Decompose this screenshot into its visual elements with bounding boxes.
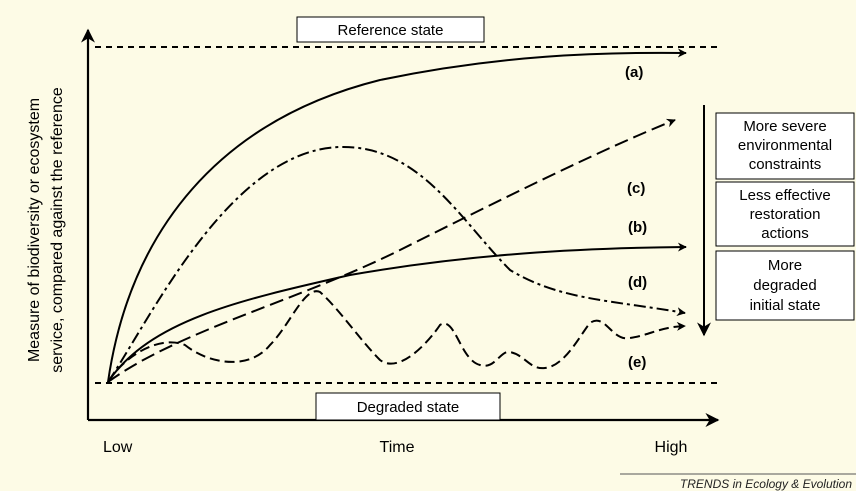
x-axis-low-label: Low — [103, 439, 133, 456]
reference-state-box — [296, 16, 485, 43]
reference-state-label: Reference state — [338, 22, 444, 39]
source-credit: TRENDS in Ecology & Evolution — [680, 477, 852, 491]
factor-3-line-3: initial state — [750, 297, 821, 314]
curve-a-label: (a) — [625, 64, 643, 81]
factor-3-line-1: More — [768, 257, 802, 274]
factor-2-line-1: Less effective — [739, 187, 830, 204]
factor-2-line-3: actions — [761, 225, 809, 242]
curve-b-label: (b) — [628, 219, 647, 236]
factor-box-constraints: More severe environmental constraints — [715, 112, 855, 180]
curve-d — [107, 145, 686, 383]
factor-box-restoration: Less effective restoration actions — [715, 181, 855, 247]
x-axis-high-label: High — [655, 439, 688, 456]
factor-1-line-2: environmental — [738, 137, 832, 154]
curve-c — [107, 118, 676, 383]
curve-a — [107, 48, 687, 383]
factor-1-line-3: constraints — [749, 156, 822, 173]
factor-box-initial-state: More degraded initial state — [715, 250, 855, 321]
curve-e-label: (e) — [628, 354, 646, 371]
curve-e — [107, 290, 686, 383]
degraded-state-box — [315, 392, 501, 421]
factor-3-line-2: degraded — [753, 277, 816, 294]
y-axis-label-line-2: service, compared against the reference — [49, 87, 66, 373]
factor-1-line-1: More severe — [743, 118, 826, 135]
factor-2-line-2: restoration — [750, 206, 821, 223]
curve-d-label: (d) — [628, 274, 647, 291]
curve-c-label: (c) — [627, 180, 645, 197]
x-axis-title: Time — [380, 439, 415, 456]
degraded-state-label: Degraded state — [357, 399, 460, 416]
y-axis-label-line-1: Measure of biodiversity or ecosystem — [26, 98, 43, 362]
curve-b — [107, 242, 687, 383]
